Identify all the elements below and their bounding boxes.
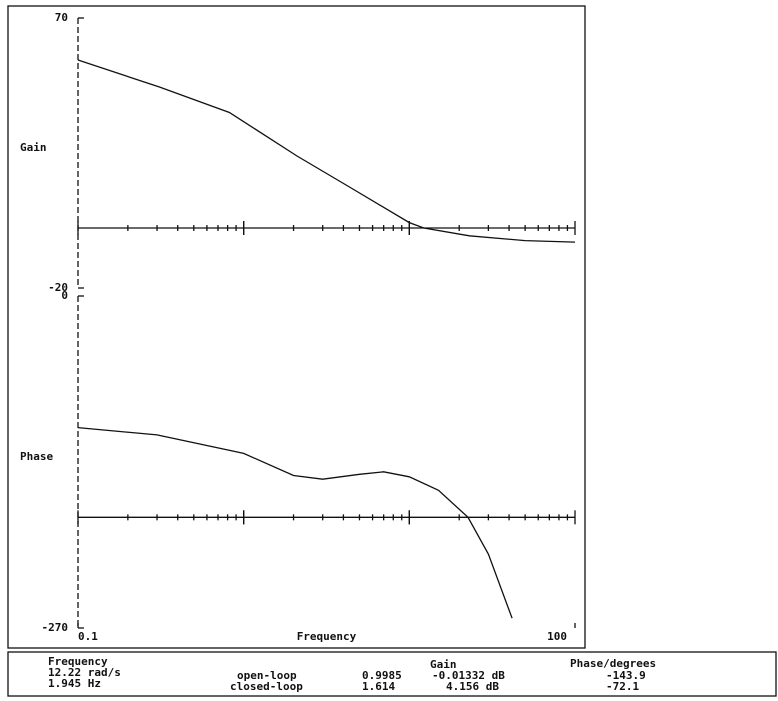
- y-tick-label: -270: [42, 621, 69, 634]
- readout-text: -0.01332 dB: [432, 669, 505, 682]
- y-tick-label: 0: [61, 289, 68, 302]
- readout-text: Frequency: [48, 655, 108, 668]
- readout-text: 4.156 dB: [446, 680, 499, 693]
- x-tick-label: 100: [547, 630, 567, 643]
- line-series: [77, 426, 513, 619]
- readout-text: 1.614: [362, 680, 395, 693]
- y-tick-label: -20: [48, 281, 68, 294]
- x-axis-label: Frequency: [297, 630, 357, 643]
- readout-text: -72.1: [606, 680, 639, 693]
- readout-text: 1.945 Hz: [48, 677, 101, 690]
- y-axis-label: Phase: [20, 450, 53, 463]
- readout-frame: [7, 651, 777, 697]
- readout: Frequency 12.22 rad/s 1.945 Hz open-loop…: [48, 655, 656, 693]
- line-series: [77, 59, 576, 243]
- readout-text: closed-loop: [230, 680, 303, 693]
- readout-text: Gain: [430, 658, 457, 671]
- readout-text: -143.9: [606, 669, 646, 682]
- plot-frame: [7, 5, 586, 649]
- x-tick-label: 0.1: [78, 630, 98, 643]
- readout-text: 12.22 rad/s: [48, 666, 121, 679]
- readout-text: Phase/degrees: [570, 657, 656, 670]
- y-axis-label: Gain: [20, 141, 47, 154]
- y-tick-label: 70: [55, 11, 68, 24]
- readout-text: 0.9985: [362, 669, 402, 682]
- readout-text: open-loop: [237, 669, 297, 682]
